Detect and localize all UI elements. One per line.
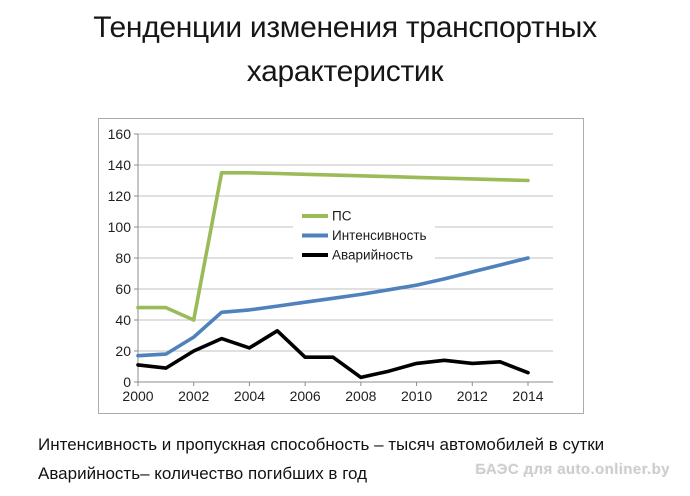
- x-tick-label: 2010: [401, 388, 432, 404]
- legend-label: Интенсивность: [332, 228, 427, 243]
- y-tick-label: 20: [115, 343, 131, 359]
- y-tick-label: 140: [108, 157, 132, 173]
- page-title-text: Тенденции изменения транспортных характе…: [93, 11, 597, 88]
- x-tick-label: 2004: [234, 388, 265, 404]
- chart-frame: 0 20 40 60 80 100 120 140 160 2000 2002 2004 2006 200…: [98, 118, 584, 414]
- series-line-0: [136, 170, 530, 322]
- footnotes: Интенсивность и пропускная способность –…: [38, 430, 604, 488]
- x-tick-label: 2006: [290, 388, 321, 404]
- y-tick-label: 80: [115, 250, 131, 266]
- x-tick-label: 2008: [345, 388, 376, 404]
- series-line-2: [136, 329, 530, 380]
- y-tick-label: 100: [108, 219, 132, 235]
- x-tick-label: 2012: [457, 388, 488, 404]
- legend-label: ПС: [332, 209, 352, 224]
- y-tick-label: 120: [108, 188, 132, 204]
- watermark: БАЭС для auto.onliner.by: [475, 461, 670, 478]
- footnote-intensity-capacity: Интенсивность и пропускная способность –…: [38, 435, 605, 454]
- y-tick-label: 0: [123, 374, 131, 390]
- line-chart: 0 20 40 60 80 100 120 140 160 2000 2002 2004 2006 200…: [108, 126, 553, 404]
- x-tick-label: 2002: [178, 388, 209, 404]
- y-tick-label: 40: [115, 312, 131, 328]
- legend-label: Аварийность: [332, 248, 413, 263]
- x-tick-label: 2000: [122, 388, 153, 404]
- page-title: Тенденции изменения транспортных характе…: [0, 6, 690, 94]
- series-line-1: [136, 256, 530, 358]
- x-tick-label: 2014: [512, 388, 543, 404]
- y-tick-label: 60: [115, 281, 131, 297]
- footnote-accidents: Аварийность– количество погибших в год: [38, 464, 368, 483]
- y-tick-label: 160: [108, 126, 132, 142]
